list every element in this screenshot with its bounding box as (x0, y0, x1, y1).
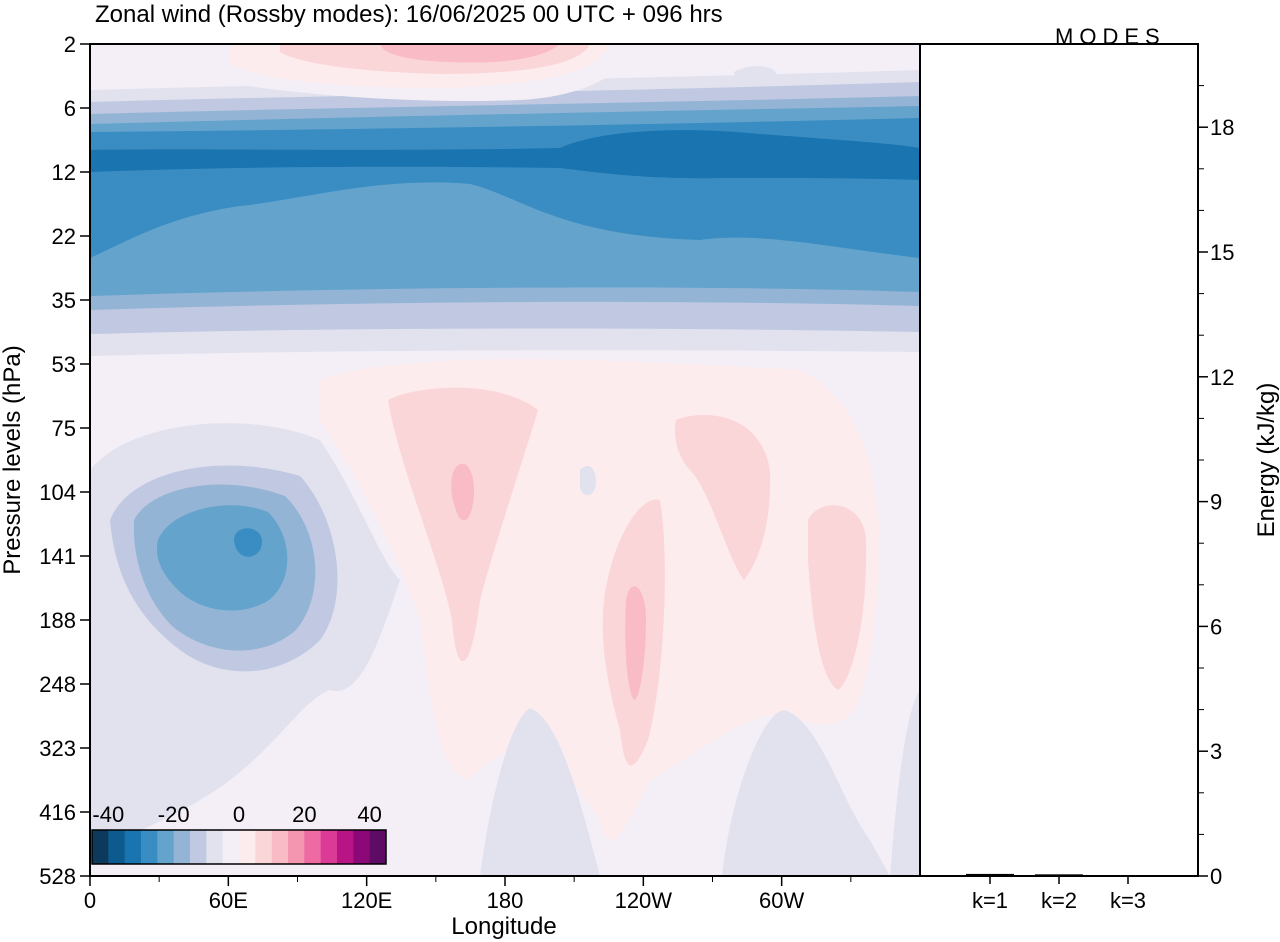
contour-lower-easterly (722, 710, 890, 876)
colorbar-frame (91, 829, 387, 865)
y-tick-label: 528 (39, 864, 76, 889)
colorbar-swatch (92, 830, 109, 864)
energy-tick-label: 18 (1210, 115, 1234, 140)
contour-upper-westerly (380, 44, 560, 63)
contour-anomaly (234, 528, 262, 557)
wavenumber-labels: k=1 k=2 k=3 (972, 876, 1146, 913)
y-tick-label: 188 (39, 608, 76, 633)
contour-lower-easterly (480, 708, 600, 876)
colorbar-swatch (320, 830, 338, 864)
colorbar-swatch (337, 830, 354, 864)
colorbar-swatch (304, 830, 322, 864)
x-tick-label: 120W (615, 888, 673, 913)
k-tick-label: k=3 (1110, 888, 1146, 913)
energy-bar (1104, 875, 1152, 877)
colorbar-swatch (157, 830, 175, 864)
colorbar-swatch (108, 830, 126, 864)
colorbar-swatch (255, 830, 273, 864)
colorbar-swatch (288, 830, 305, 864)
energy-tick-label: 0 (1210, 864, 1222, 889)
y-tick-label: 12 (52, 160, 76, 185)
y-tick-label: 104 (39, 480, 76, 505)
x-tick-label: 120E (341, 888, 392, 913)
colorbar-swatch (124, 830, 142, 864)
colorbar-swatch (271, 830, 289, 864)
colorbar-swatch (239, 830, 256, 864)
pressure-axis: 2 6 12 22 35 53 75 104 141 188 248 323 416 528 (39, 32, 90, 889)
energy-bars (966, 873, 1152, 877)
colorbar-tick-label: 0 (233, 802, 245, 827)
y-tick-label: 35 (52, 288, 76, 313)
y-tick-label: 6 (64, 96, 76, 121)
energy-tick-label: 3 (1210, 739, 1222, 764)
energy-axis-label: Energy (kJ/kg) (1253, 383, 1280, 538)
y-tick-label: 75 (52, 416, 76, 441)
y-axis-label: Pressure levels (hPa) (0, 345, 26, 574)
energy-tick-label: 15 (1210, 240, 1234, 265)
energy-tick-label: 6 (1210, 614, 1222, 639)
y-tick-label: 416 (39, 800, 76, 825)
energy-axis: 0 3 6 9 12 15 18 (1198, 85, 1234, 889)
colorbar-swatch (173, 830, 191, 864)
energy-tick-label: 9 (1210, 490, 1222, 515)
energy-bar (1035, 874, 1083, 876)
colorbar-swatch (353, 830, 371, 864)
colorbar-swatch (222, 830, 240, 864)
y-tick-label: 2 (64, 32, 76, 57)
contour-small-patch (580, 465, 596, 496)
colorbar-swatch (190, 830, 207, 864)
colorbar-tick-label: 20 (292, 802, 316, 827)
chart-title: Zonal wind (Rossby modes): 16/06/2025 00… (95, 1, 723, 28)
x-tick-label: 180 (487, 888, 524, 913)
contour-westerly (808, 505, 867, 690)
energy-panel-frame (919, 43, 1199, 877)
contour-westerly (451, 463, 474, 521)
colorbar-tick-label: -40 (92, 802, 124, 827)
k-tick-label: k=2 (1041, 888, 1077, 913)
y-tick-label: 53 (52, 352, 76, 377)
x-tick-label: 0 (84, 888, 96, 913)
colorbar-swatch (206, 830, 224, 864)
contour-small-patch (734, 66, 776, 85)
y-tick-label: 22 (52, 224, 76, 249)
energy-tick-label: 12 (1210, 365, 1234, 390)
contour-lower-easterly (890, 690, 920, 876)
contour-westerly (674, 415, 771, 580)
y-tick-label: 323 (39, 736, 76, 761)
y-tick-label: 248 (39, 672, 76, 697)
x-axis-label: Longitude (451, 913, 556, 940)
longitude-axis: 0 60E 120E 180 120W 60W (84, 876, 852, 913)
colorbar-legend: -40 -20 0 20 40 (91, 802, 387, 865)
contour-westerly (625, 586, 646, 700)
energy-bar (966, 873, 1014, 876)
zonal-wind-heatmap (90, 44, 920, 876)
colorbar-swatch (369, 830, 387, 864)
y-tick-label: 141 (39, 544, 76, 569)
colorbar-tick-label: 40 (357, 802, 381, 827)
colorbar-tick-label: -20 (158, 802, 190, 827)
x-tick-label: 60W (759, 888, 804, 913)
contour-westerly (388, 387, 538, 662)
k-tick-label: k=1 (972, 888, 1008, 913)
contour-core (90, 130, 920, 180)
colorbar-swatch (141, 830, 158, 864)
x-tick-label: 60E (209, 888, 248, 913)
contour-fills (90, 44, 920, 876)
